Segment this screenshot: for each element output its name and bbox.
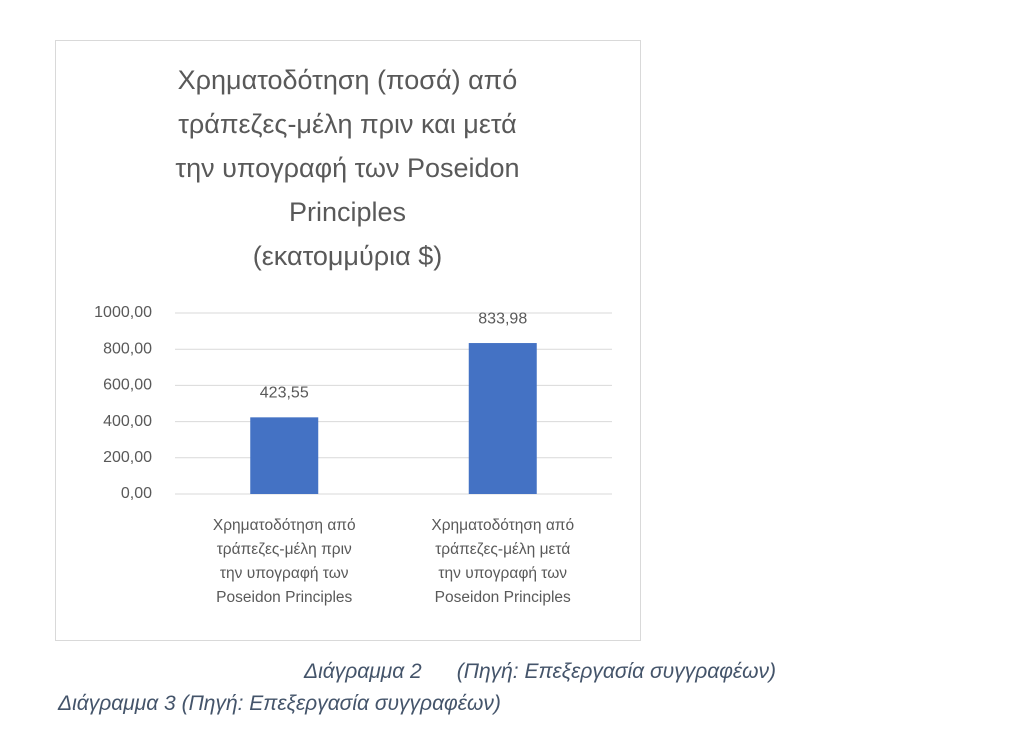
x-tick-label: Χρηματοδότηση από τράπεζες-μέλη πριν την… <box>212 517 356 606</box>
y-tick-label: 600,00 <box>103 377 152 394</box>
x-tick-label: Χρηματοδότηση από τράπεζες-μέλη μετά την… <box>431 517 575 606</box>
chart-frame <box>55 40 641 641</box>
y-tick-label: 200,00 <box>103 449 152 466</box>
chart-title: Χρηματοδότηση (ποσά) από τράπεζες-μέλη π… <box>175 65 520 271</box>
y-tick-label: 1000,00 <box>94 304 152 321</box>
y-tick-label: 800,00 <box>103 340 152 357</box>
y-tick-label: 400,00 <box>103 413 152 430</box>
value-label: 833,98 <box>478 310 527 327</box>
bar <box>250 417 319 494</box>
value-label: 423,55 <box>260 385 309 402</box>
caption: Διάγραμμα 2 (Πηγή: Επεξεργασία συγγραφέω… <box>304 660 776 683</box>
y-tick-label: 0,00 <box>121 485 152 502</box>
bar <box>468 343 537 494</box>
caption: Διάγραμμα 3 (Πηγή: Επεξεργασία συγγραφέω… <box>58 692 501 715</box>
